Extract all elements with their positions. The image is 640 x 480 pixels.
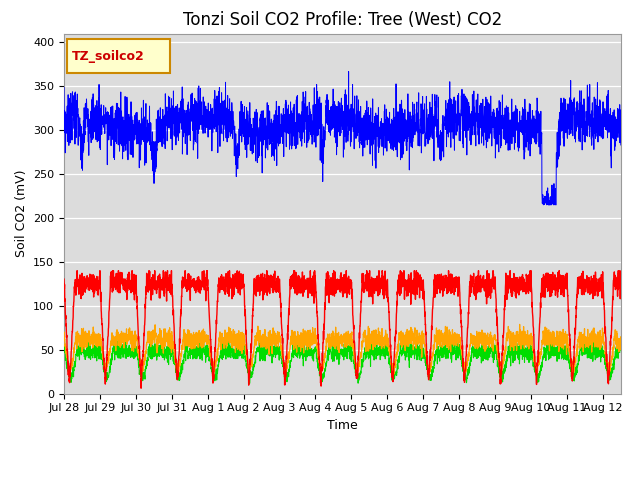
Text: TZ_soilco2: TZ_soilco2 [72, 50, 145, 63]
X-axis label: Time: Time [327, 419, 358, 432]
Y-axis label: Soil CO2 (mV): Soil CO2 (mV) [15, 170, 28, 257]
Title: Tonzi Soil CO2 Profile: Tree (West) CO2: Tonzi Soil CO2 Profile: Tree (West) CO2 [183, 11, 502, 29]
FancyBboxPatch shape [67, 39, 170, 73]
